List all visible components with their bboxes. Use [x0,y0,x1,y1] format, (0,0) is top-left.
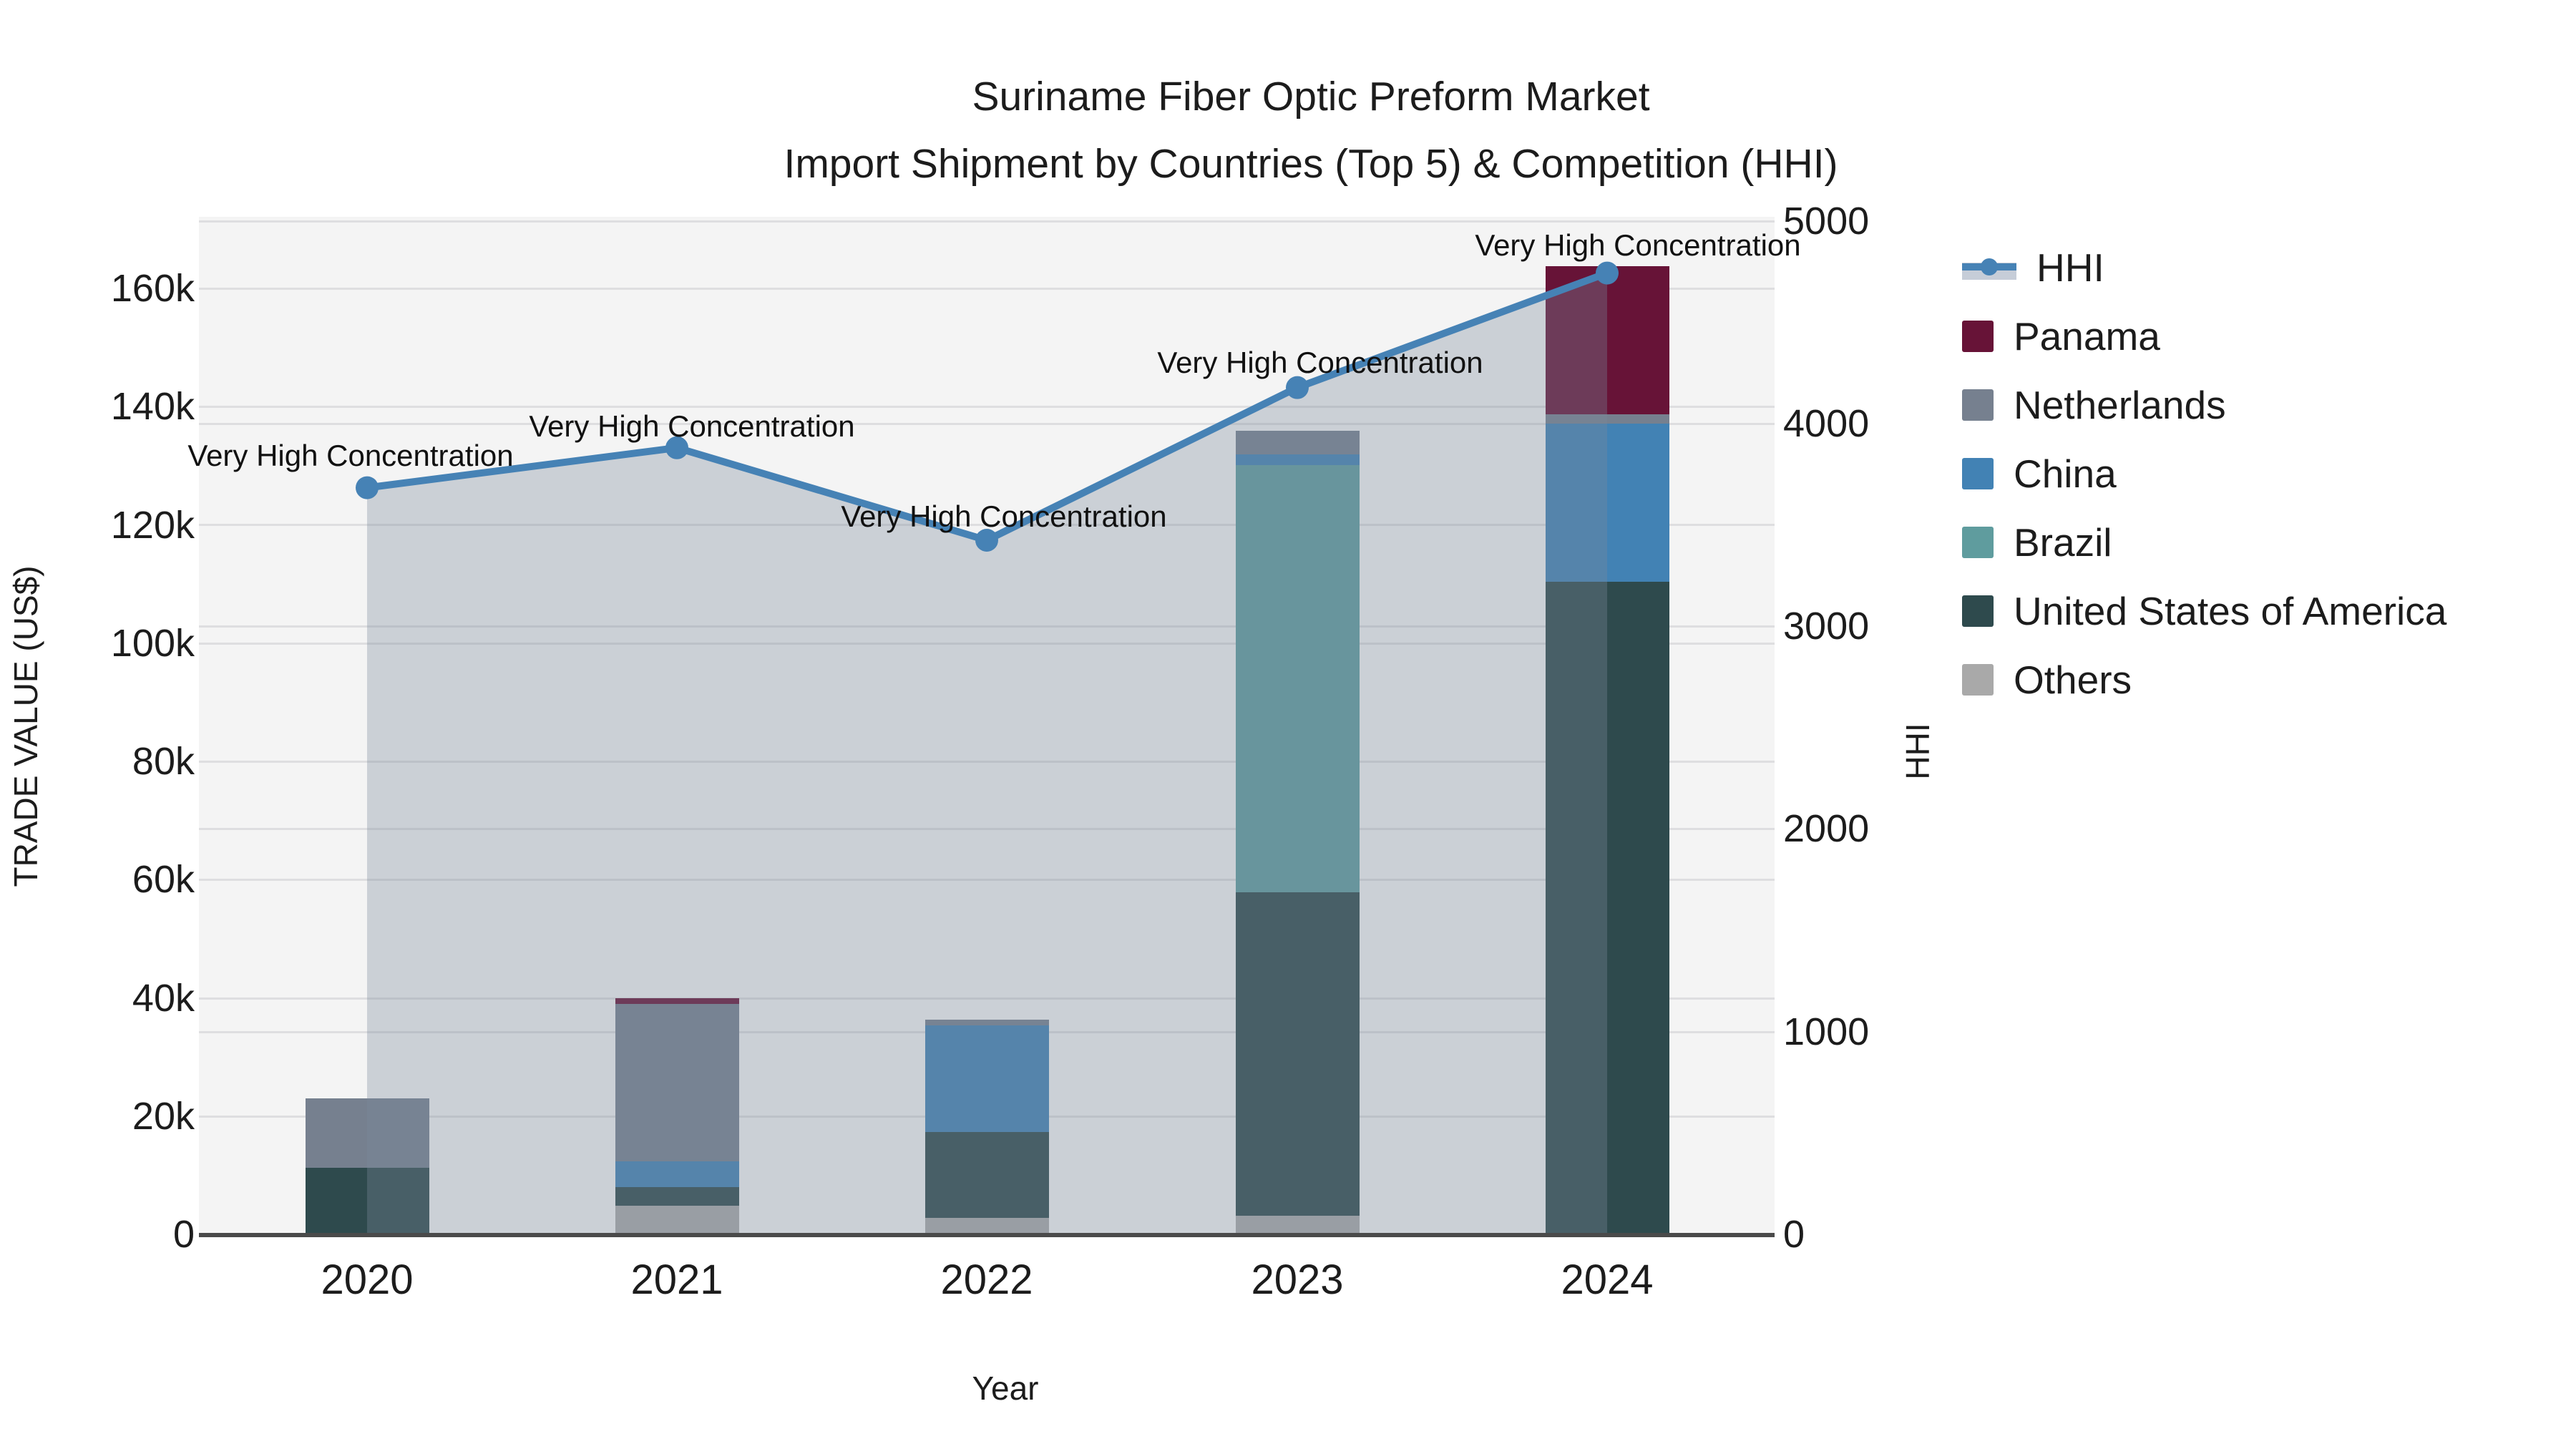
hhi-marker-swatch [1981,258,1998,275]
chart-title-line1: Suriname Fiber Optic Preform Market [972,74,1650,119]
annotation-very-high-concentration: Very High Concentration [529,409,855,443]
y-left-tick-label: 100k [110,621,195,665]
gridline-trade-value [199,643,1775,645]
y-left-tick-label: 20k [132,1094,195,1138]
gridline-trade-value [199,288,1775,290]
legend-label: United States of America [2014,589,2447,633]
legend-color-swatch [1962,664,1994,696]
bar-segment-netherlands[interactable] [1545,414,1669,424]
legend-item-brazil[interactable]: Brazil [1962,508,2112,577]
legend-item-netherlands[interactable]: Netherlands [1962,371,2226,439]
gridline-hhi [199,625,1775,628]
x-tick-label: 2022 [940,1257,1033,1303]
hhi-marker[interactable] [975,528,998,552]
hhi-marker[interactable] [1286,376,1309,399]
bar-segment-united-states-of-america[interactable] [305,1168,429,1234]
bar-segment-netherlands[interactable] [1235,431,1360,455]
gridline-trade-value [199,406,1775,408]
annotation-very-high-concentration: Very High Concentration [841,499,1167,533]
legend-color-swatch [1962,527,1994,558]
gridline-trade-value [199,524,1775,526]
legend-item-others[interactable]: Others [1962,645,2132,714]
legend-color-swatch [1962,389,1994,421]
chart-title: Suriname Fiber Optic Preform Market Impo… [784,63,1838,197]
y-right-tick-label: 3000 [1783,605,1870,648]
legend-hhi-swatch [1962,255,2016,280]
bar-segment-others[interactable] [615,1206,739,1234]
x-axis-title: Year [972,1370,1039,1407]
legend-item-panama[interactable]: Panama [1962,302,2160,371]
bar-segment-others[interactable] [924,1217,1049,1234]
y-right-tick-label: 0 [1783,1213,1805,1256]
annotation-very-high-concentration: Very High Concentration [1475,228,1801,262]
y-right-tick-label: 5000 [1783,199,1870,243]
hhi-line-layer [356,261,1619,1234]
y-left-tick-label: 60k [132,858,195,902]
legend-color-swatch [1962,458,1994,489]
y-right-tick-label: 4000 [1783,401,1870,445]
legend-item-united-states-of-america[interactable]: United States of America [1962,577,2446,645]
bar-segment-brazil[interactable] [1235,465,1360,893]
legend-item-hhi[interactable]: HHI [1962,233,2104,302]
bar-segment-united-states-of-america[interactable] [615,1186,739,1206]
y-left-tick-label: 40k [132,976,195,1020]
bar-segment-china[interactable] [924,1025,1049,1133]
y-right-tick-label: 2000 [1783,807,1870,851]
hhi-marker[interactable] [665,436,688,459]
bar-segment-china[interactable] [1545,424,1669,582]
gridline-trade-value [199,761,1775,763]
y-left-tick-label: 0 [172,1213,195,1256]
x-tick-label: 2021 [630,1257,723,1303]
hhi-area-fill [367,273,1607,1234]
x-tick-label: 2023 [1251,1257,1344,1303]
gridline-hhi [199,423,1775,425]
hhi-marker[interactable] [1596,261,1619,285]
x-tick-label: 2020 [321,1257,414,1303]
bar-segment-netherlands[interactable] [305,1098,429,1169]
legend-label: Panama [2014,314,2160,358]
bar-segment-china[interactable] [615,1161,739,1187]
legend-label: China [2014,452,2117,496]
legend-item-china[interactable]: China [1962,439,2117,508]
hhi-marker[interactable] [356,476,379,499]
bar-segment-netherlands[interactable] [615,1003,739,1162]
annotation-very-high-concentration: Very High Concentration [187,439,514,472]
x-tick-label: 2024 [1561,1257,1654,1303]
y-left-tick-label: 80k [132,740,195,783]
gridline-trade-value [199,879,1775,881]
legend-label: HHI [2036,245,2104,290]
gridline-hhi [199,828,1775,830]
y-right-tick-label: 1000 [1783,1010,1870,1053]
y-axis-right-title: HHI [1899,723,1936,780]
bar-segment-united-states-of-america[interactable] [1235,892,1360,1216]
x-axis-line [199,1233,1775,1237]
bar-segment-panama[interactable] [615,997,739,1004]
bar-segment-netherlands[interactable] [924,1020,1049,1026]
legend-label: Netherlands [2014,383,2226,427]
legend-color-swatch [1962,595,1994,627]
y-left-tick-label: 120k [110,503,195,547]
legend-color-swatch [1962,321,1994,352]
chart-title-line2: Import Shipment by Countries (Top 5) & C… [784,141,1838,187]
y-left-tick-label: 160k [110,267,195,310]
y-left-tick-label: 140k [110,385,195,429]
legend-label: Brazil [2014,520,2112,565]
legend-label: Others [2014,658,2132,702]
annotation-very-high-concentration: Very High Concentration [1157,346,1483,379]
gridline-trade-value [199,997,1775,1000]
gridline-hhi [199,220,1775,223]
y-axis-left-title: TRADE VALUE (US$) [7,565,44,887]
bar-segment-others[interactable] [1235,1216,1360,1234]
bar-segment-china[interactable] [1235,454,1360,466]
bar-segment-united-states-of-america[interactable] [924,1132,1049,1218]
bar-segment-united-states-of-america[interactable] [1545,581,1669,1234]
